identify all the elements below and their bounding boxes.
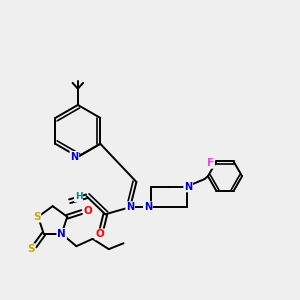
Text: N: N	[126, 202, 134, 212]
Text: N: N	[70, 152, 78, 162]
Text: O: O	[84, 206, 92, 216]
Text: N: N	[184, 182, 192, 191]
Text: S: S	[27, 244, 34, 254]
Text: N: N	[57, 229, 66, 239]
Text: H: H	[75, 192, 82, 201]
Text: F: F	[207, 158, 214, 168]
Text: O: O	[95, 229, 104, 239]
Text: N: N	[144, 202, 152, 212]
Text: S: S	[33, 212, 40, 222]
